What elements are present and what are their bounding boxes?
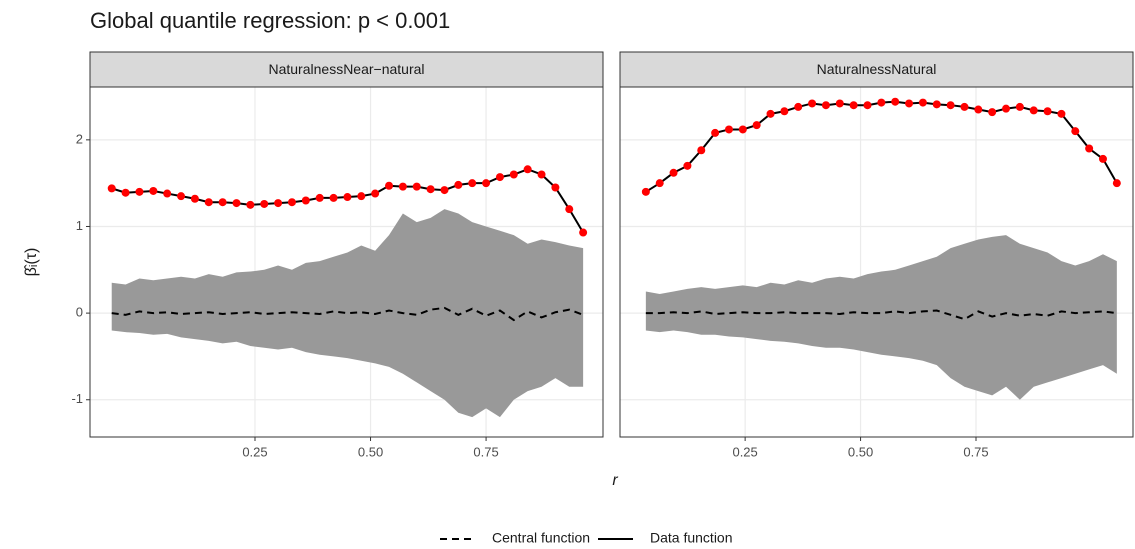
data-point [274,199,283,208]
y-tick-label: 2 [76,131,83,146]
strip-background [619,51,1134,88]
data-point [163,189,172,198]
data-point [808,99,817,108]
data-point [835,99,844,108]
data-point [849,101,858,110]
x-tick-label: 0.75 [963,444,988,459]
data-point [579,228,588,237]
data-point [495,173,504,182]
panel-border [619,86,1134,438]
data-point [232,199,241,208]
x-tick-label: 0.25 [732,444,757,459]
central-function-line [645,309,1117,321]
x-axis-label: r [612,472,618,489]
data-point [149,186,158,195]
data-point [946,101,955,110]
data-point [1029,106,1038,115]
data-point [794,102,803,111]
data-point [565,205,574,214]
data-point [426,185,435,194]
data-point [260,199,269,208]
y-tick-label: 0 [76,305,83,320]
data-point [121,188,130,197]
x-tick-label: 0.50 [848,444,873,459]
data-point [1015,102,1024,111]
data-point [891,97,900,106]
legend-label: Central function [492,530,590,546]
data-point [107,184,116,193]
data-point [1112,179,1121,188]
data-point [454,180,463,189]
data-point [177,192,186,201]
data-point [974,105,983,114]
data-point [135,187,144,196]
data-point [988,108,997,117]
envelope-band [111,209,584,418]
data-point [371,189,380,198]
y-tick-label: -1 [71,391,83,406]
data-point [738,125,747,134]
data-point [863,101,872,110]
data-point [385,181,394,190]
central-function-line [111,306,584,322]
data-point [711,128,720,137]
x-tick-label: 0.75 [473,444,498,459]
strip-label: NaturalnessNear−natural [268,61,424,77]
data-point [440,186,449,195]
data-point [918,98,927,107]
data-point [752,121,761,130]
data-point [398,182,407,191]
x-tick-label: 0.25 [242,444,267,459]
data-point [357,192,366,201]
strip-background [89,51,604,88]
data-point [877,98,886,107]
data-point [551,183,560,192]
data-point [301,196,310,205]
data-point [641,187,650,196]
data-point [932,100,941,109]
data-point [204,198,213,207]
strip-label: NaturalnessNatural [817,61,937,77]
data-point [1085,144,1094,153]
data-point [780,107,789,116]
data-point [218,198,227,207]
data-point [315,193,324,202]
data-point [537,170,546,179]
data-point [724,125,733,134]
data-point [766,109,775,118]
data-point [960,102,969,111]
data-point [1098,154,1107,163]
data-point [523,165,532,174]
data-point [287,198,296,207]
data-point [1043,107,1052,116]
data-point [509,170,518,179]
data-point [468,179,477,188]
x-tick-label: 0.50 [358,444,383,459]
data-point [412,182,421,191]
data-point [655,179,664,188]
y-tick-label: 1 [76,218,83,233]
data-point [1057,109,1066,118]
data-point [1071,127,1080,136]
data-point [697,146,706,155]
panel-border [89,86,604,438]
data-point [905,99,914,108]
y-axis-label: β̂ᵢ(τ) [23,248,40,277]
data-point [683,161,692,170]
data-point [190,194,199,203]
data-point [482,179,491,188]
data-point [343,193,352,202]
data-point [821,101,830,110]
data-point [329,193,338,202]
data-point [246,200,255,209]
envelope-band [645,235,1117,400]
data-point [1002,104,1011,113]
data-point [669,168,678,177]
legend-label: Data function [650,530,733,546]
chart-title: Global quantile regression: p < 0.001 [90,8,450,33]
